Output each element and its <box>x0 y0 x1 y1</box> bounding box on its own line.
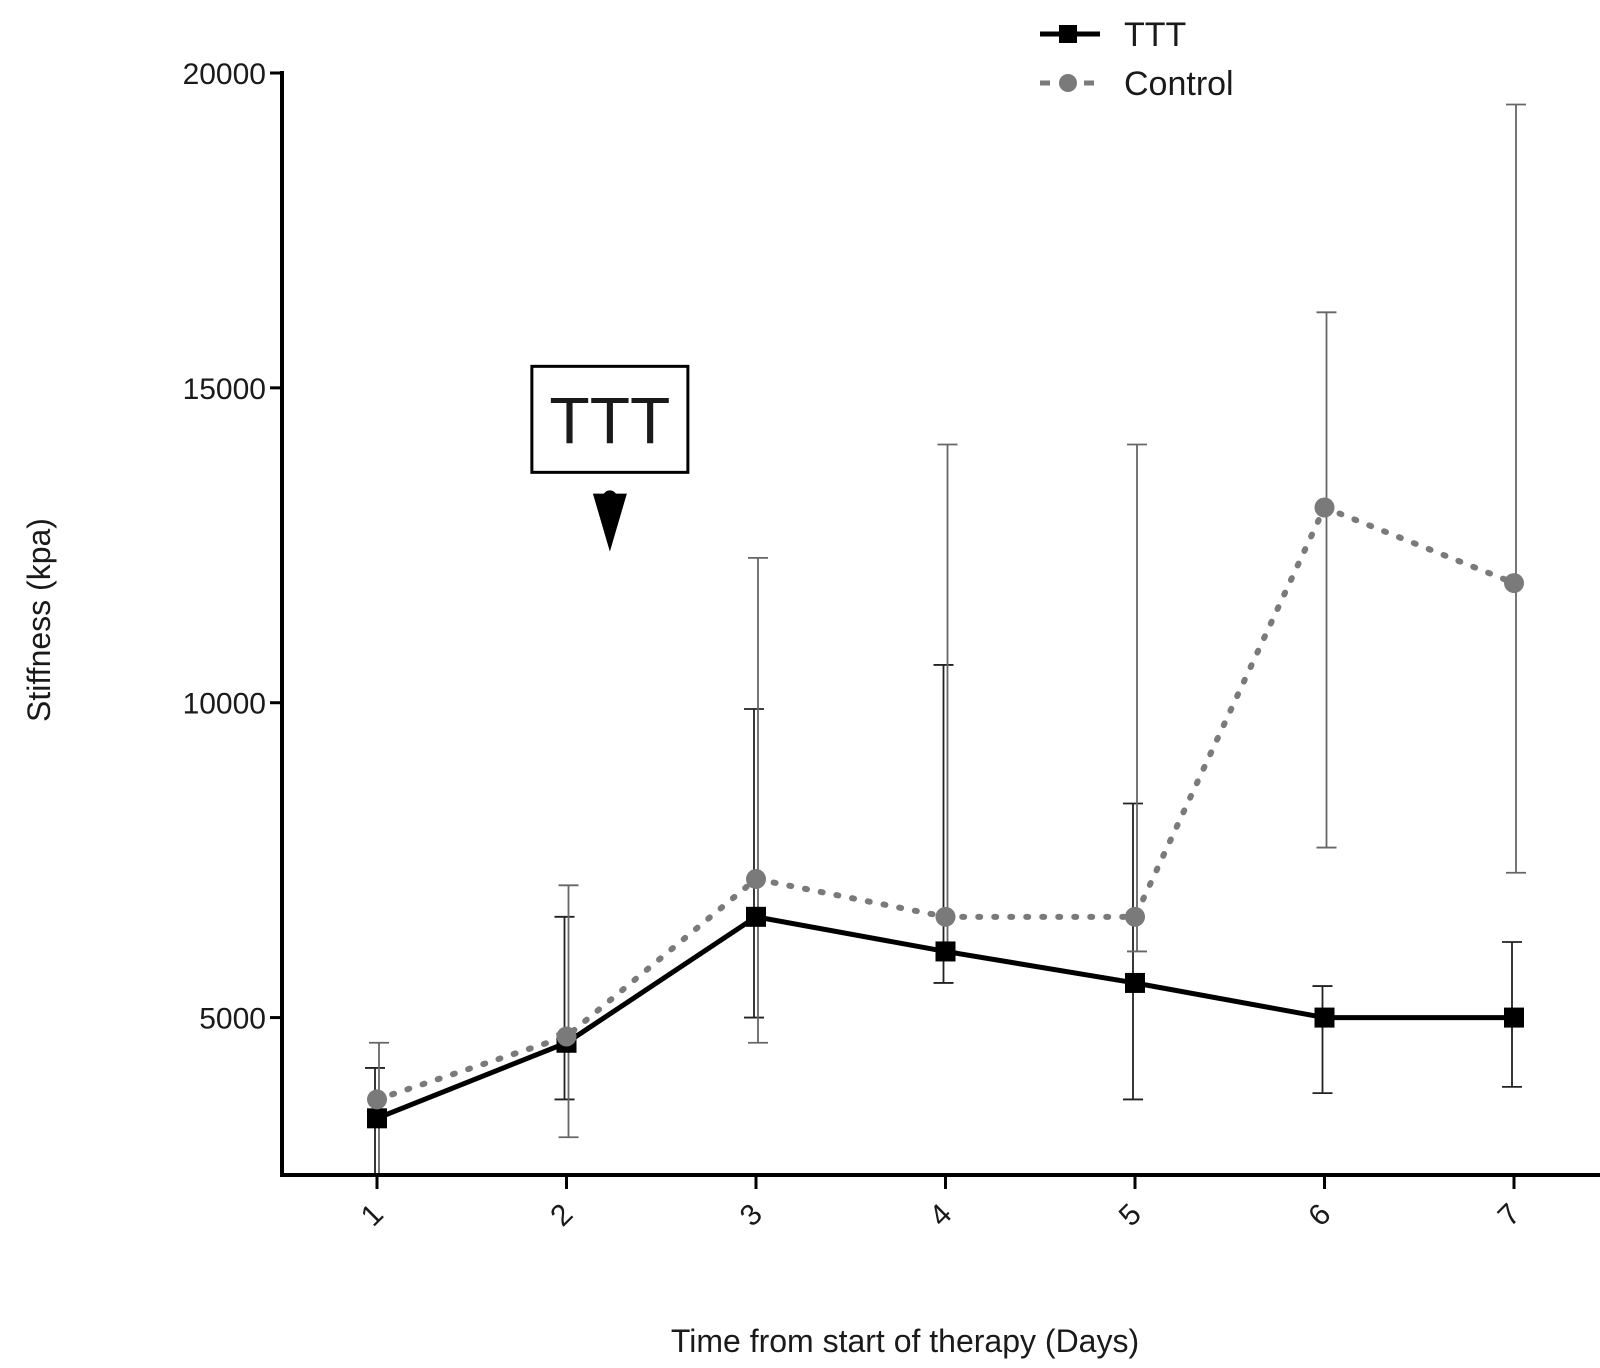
control-point-6 <box>1314 497 1335 518</box>
control-point-2 <box>556 1026 577 1047</box>
control-error-bar-6 <box>1316 311 1337 849</box>
axes: 5000 10000 15000 20000 1 2 3 4 5 6 7 <box>183 58 1600 1233</box>
x-tick-label-4: 4 <box>923 1198 958 1233</box>
series-markers <box>367 497 1524 1129</box>
series-lines <box>374 503 1517 1121</box>
x-tick-label-5: 5 <box>1113 1198 1148 1233</box>
control-point-1 <box>367 1089 387 1110</box>
y-tick-label-15000: 15000 <box>183 373 266 406</box>
y-tick-label-5000: 5000 <box>199 1003 266 1036</box>
ttt-error-bar-6 <box>1312 985 1333 1095</box>
control-error-bar-2 <box>558 884 579 1139</box>
legend-item-control: Control <box>1040 65 1234 103</box>
annotation: TTT <box>530 364 690 552</box>
control-point-5 <box>1125 906 1145 927</box>
y-tick-label-20000: 20000 <box>183 58 266 91</box>
legend-swatch-marker-ttt <box>1059 25 1077 43</box>
ttt-error-bar-2 <box>554 915 575 1101</box>
ttt-point-3 <box>746 906 766 927</box>
x-tick-label-3: 3 <box>734 1198 769 1233</box>
annotation-arrow-head <box>592 493 627 552</box>
legend: TTT Control <box>1040 16 1234 103</box>
ttt-error-bar-4 <box>933 664 954 984</box>
control-error-bar-4 <box>937 443 958 953</box>
control-point-7 <box>1504 573 1524 594</box>
x-axis-title: Time from start of therapy (Days) <box>671 1323 1139 1359</box>
control-error-bar-7 <box>1506 103 1526 874</box>
legend-label-control: Control <box>1124 65 1234 103</box>
control-point-4 <box>935 906 956 927</box>
legend-swatch-marker-control <box>1059 74 1077 92</box>
control-series-line <box>374 503 1517 1103</box>
x-tick-label-7: 7 <box>1492 1198 1527 1233</box>
legend-label-ttt: TTT <box>1124 16 1186 54</box>
control-error-bar-3 <box>748 556 768 1044</box>
ttt-point-7 <box>1504 1007 1524 1028</box>
control-point-3 <box>746 869 766 890</box>
ttt-error-bar-3 <box>744 708 764 1019</box>
y-tick-label-10000: 10000 <box>183 688 266 721</box>
x-tick-label-1: 1 <box>355 1198 390 1233</box>
ttt-point-6 <box>1314 1007 1335 1028</box>
y-axis-title: Stiffness (kpa) <box>21 518 57 722</box>
ttt-point-5 <box>1125 972 1145 993</box>
ttt-point-4 <box>935 941 956 962</box>
legend-item-ttt: TTT <box>1040 16 1186 54</box>
ttt-point-1 <box>367 1108 387 1129</box>
annotation-box <box>530 364 690 474</box>
error-bars <box>365 103 1526 1176</box>
x-tick-label-2: 2 <box>544 1198 579 1233</box>
annotation-label: TTT <box>549 383 670 457</box>
control-error-bar-5 <box>1127 443 1147 953</box>
x-tick-label-6: 6 <box>1302 1198 1337 1233</box>
